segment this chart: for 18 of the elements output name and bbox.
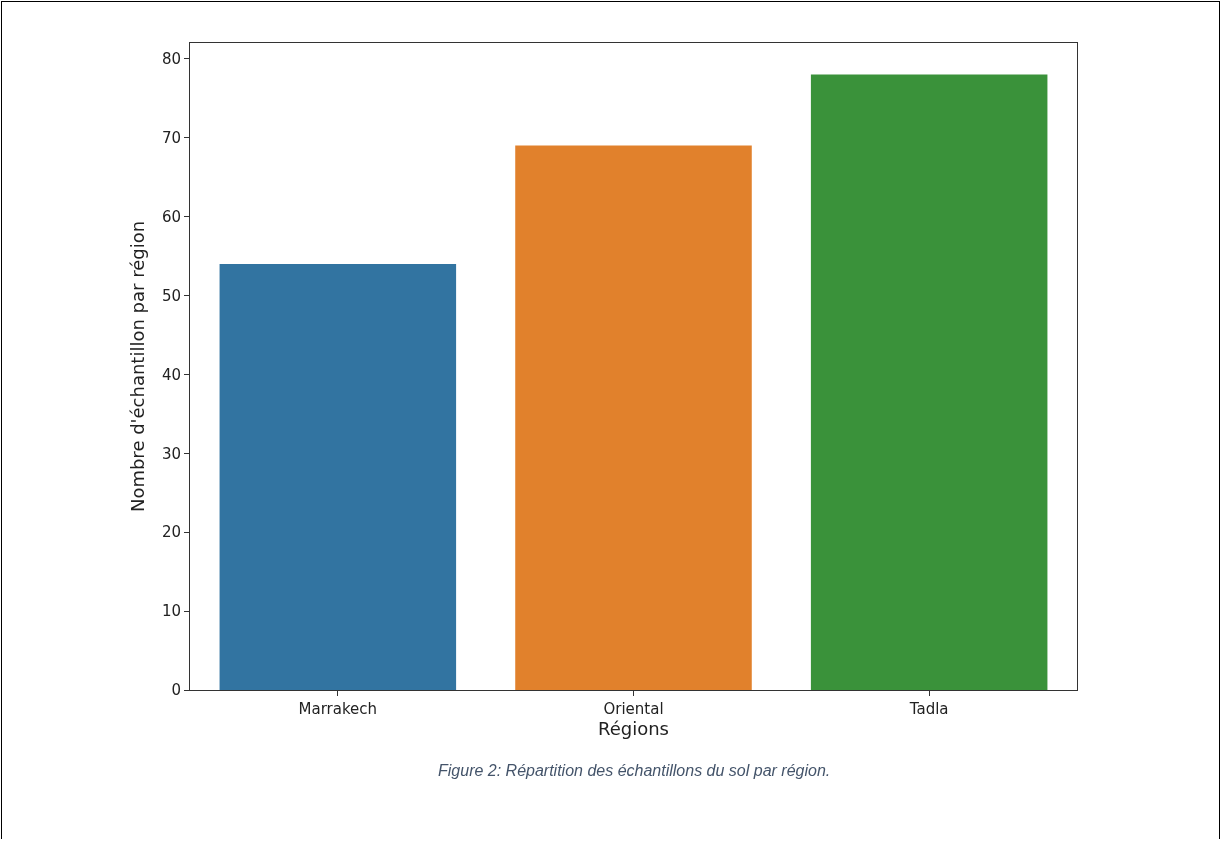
y-tick-label: 80 (161, 50, 181, 69)
x-axis-title: Régions (598, 718, 669, 739)
bar (219, 263, 457, 690)
bar (810, 74, 1048, 690)
y-tick-label: 30 (161, 444, 181, 463)
caption: Figure 2: Répartition des échantillons du sol par région. (438, 762, 831, 779)
x-tick-label: Oriental (603, 700, 664, 718)
x-tick-label: Tadla (908, 700, 949, 718)
y-axis-title: Nombre d'échantillon par région (127, 220, 148, 513)
x-tick-label: Marrakech (298, 700, 378, 718)
y-tick-label: 60 (161, 207, 181, 226)
y-tick-label: 10 (161, 602, 181, 621)
y-tick-label: 40 (161, 365, 181, 384)
y-tick-label: 70 (161, 128, 181, 147)
y-tick-label: 0 (171, 681, 181, 700)
y-tick-label: 50 (161, 286, 181, 305)
y-tick-label: 20 (161, 523, 181, 542)
bar (515, 145, 752, 690)
